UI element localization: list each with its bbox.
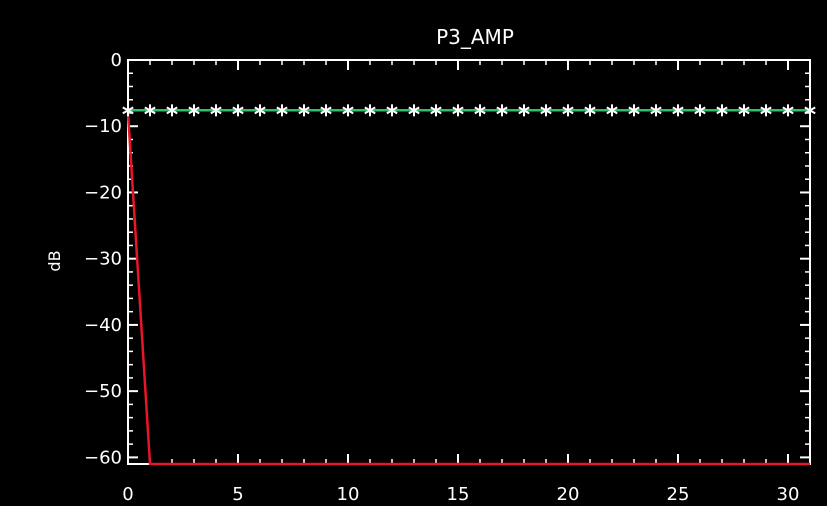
- x-tick-label: 15: [447, 484, 470, 505]
- asterisk-marker: [122, 104, 134, 117]
- y-tick-label: −30: [84, 249, 122, 270]
- asterisk-marker: [474, 104, 486, 117]
- asterisk-marker: [584, 104, 596, 117]
- asterisk-marker: [562, 104, 574, 117]
- x-tick-label: 0: [122, 484, 133, 505]
- asterisk-marker: [628, 104, 640, 117]
- asterisk-marker: [298, 104, 310, 117]
- asterisk-marker: [342, 104, 354, 117]
- plot-area: 0 5 10 15 20 25 30 0 −10 −20 −30 −40 −50 −60: [84, 50, 816, 505]
- y-tick-label: −50: [84, 381, 122, 402]
- x-tick-label: 30: [777, 484, 800, 505]
- x-tick-label: 10: [337, 484, 360, 505]
- asterisk-marker: [650, 104, 662, 117]
- y-tick-label: −20: [84, 182, 122, 203]
- asterisk-marker: [496, 104, 508, 117]
- asterisk-marker: [782, 104, 794, 117]
- asterisk-marker: [386, 104, 398, 117]
- asterisk-marker: [738, 104, 750, 117]
- x-tick-label: 20: [557, 484, 580, 505]
- asterisk-marker: [254, 104, 266, 117]
- x-tick-label: 25: [667, 484, 690, 505]
- asterisk-marker: [408, 104, 420, 117]
- asterisk-marker: [452, 104, 464, 117]
- chart-title: P3_AMP: [436, 25, 514, 49]
- y-tick-label: 0: [111, 50, 122, 71]
- asterisk-marker: [804, 104, 816, 117]
- asterisk-marker: [166, 104, 178, 117]
- asterisk-marker: [606, 104, 618, 117]
- asterisk-marker: [540, 104, 552, 117]
- series-0-line: [126, 112, 810, 466]
- asterisk-marker: [694, 104, 706, 117]
- asterisk-marker: [716, 104, 728, 117]
- asterisk-marker: [188, 104, 200, 117]
- asterisk-marker: [210, 104, 222, 117]
- y-tick-label: −60: [84, 447, 122, 468]
- y-axis-label: dB: [45, 250, 64, 271]
- x-tick-label: 5: [232, 484, 243, 505]
- y-tick-label: −40: [84, 315, 122, 336]
- asterisk-marker: [430, 104, 442, 117]
- y-tick-label: −10: [84, 116, 122, 137]
- asterisk-marker: [760, 104, 772, 117]
- asterisk-marker: [518, 104, 530, 117]
- asterisk-marker: [144, 104, 156, 117]
- asterisk-marker: [672, 104, 684, 117]
- asterisk-marker: [276, 104, 288, 117]
- asterisk-marker: [320, 104, 332, 117]
- asterisk-marker: [364, 104, 376, 117]
- asterisk-marker: [232, 104, 244, 117]
